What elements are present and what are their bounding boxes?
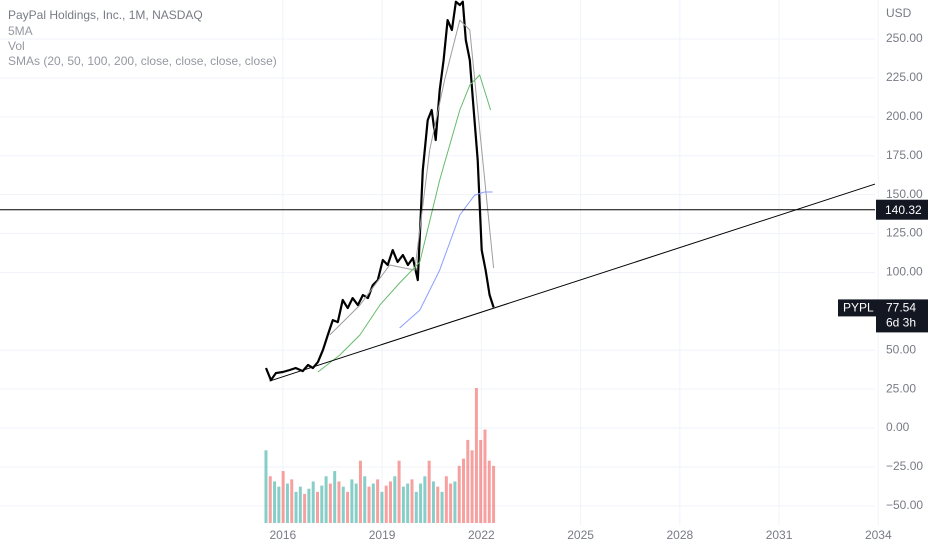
x-tick-label: 2019: [369, 528, 396, 542]
price-label-box: [876, 299, 928, 333]
legend-line: SMAs (20, 50, 100, 200, close, close, cl…: [8, 54, 277, 68]
volume-bar: [281, 471, 285, 523]
volume-bar: [268, 476, 272, 523]
y-tick-label: 150.00: [886, 187, 923, 201]
countdown-label: 6d 3h: [886, 316, 916, 330]
price-label-box: [876, 199, 928, 220]
volume-bar: [397, 460, 401, 523]
volume-bar: [264, 450, 268, 523]
volume-bar: [457, 465, 461, 523]
symbol-label-box: [838, 299, 876, 317]
y-tick-label: 50.00: [886, 342, 916, 356]
y-tick-label: 25.00: [886, 381, 916, 395]
volume-bar: [440, 491, 444, 523]
y-tick-label: 200.00: [886, 109, 923, 123]
volume-bar: [410, 479, 414, 523]
volume-bar: [492, 465, 496, 523]
volume-bar: [376, 479, 380, 523]
legend-line: Vol: [8, 39, 25, 53]
y-tick-label: 100.00: [886, 265, 923, 279]
volume-bar: [363, 476, 367, 523]
x-tick-label: 2031: [766, 528, 793, 542]
volume-bar: [419, 483, 423, 523]
last-price-label: 77.54: [886, 301, 916, 315]
ma-line: [317, 74, 492, 373]
y-tick-label: −25.00: [886, 459, 923, 473]
ma-line: [399, 191, 493, 329]
volume-bar: [358, 460, 362, 523]
volume-bar: [341, 486, 345, 523]
volume-bar: [303, 493, 307, 523]
volume-bar: [449, 483, 453, 523]
volume-bar: [393, 476, 397, 523]
volume-bar: [414, 491, 418, 523]
hline-label: 140.32: [885, 203, 922, 217]
volume-bar: [423, 476, 427, 523]
x-tick-label: 2016: [269, 528, 296, 542]
volume-bar: [298, 486, 302, 523]
volume-bar: [294, 491, 298, 523]
volume-bar: [346, 491, 350, 523]
symbol-label: PYPL: [843, 301, 874, 315]
volume-bar: [333, 471, 337, 523]
volume-bar: [354, 483, 358, 523]
y-tick-label: 175.00: [886, 148, 923, 162]
x-tick-label: 2034: [865, 528, 892, 542]
y-tick-label: 0.00: [886, 420, 910, 434]
x-tick-label: 2022: [468, 528, 495, 542]
ma-line: [329, 19, 495, 336]
volume-bar: [444, 476, 448, 523]
volume-bar: [462, 458, 466, 523]
volume-bar: [324, 476, 328, 523]
volume-bar: [285, 483, 289, 523]
volume-bar: [307, 488, 311, 523]
price-line: [264, 0, 495, 382]
y-tick-label: −50.00: [886, 498, 923, 512]
volume-bar: [277, 486, 281, 523]
volume-bar: [406, 483, 410, 523]
volume-bar: [367, 486, 371, 523]
volume-bar: [290, 479, 294, 523]
volume-bar: [474, 388, 478, 523]
y-tick-label: 225.00: [886, 70, 923, 84]
volume-bar: [273, 481, 277, 523]
volume-bar: [320, 485, 324, 523]
volume-bar: [350, 479, 354, 523]
volume-bar: [487, 460, 491, 523]
trend-line: [269, 183, 876, 382]
y-tick-label: 250.00: [886, 31, 923, 45]
volume-bar: [311, 481, 315, 523]
chart-title: PayPal Holdings, Inc., 1M, NASDAQ: [8, 8, 203, 22]
volume-bar: [401, 486, 405, 523]
volume-bar: [380, 491, 384, 523]
axis-unit: USD: [886, 6, 912, 20]
legend-line: 5MA: [8, 24, 33, 38]
volume-bar: [328, 483, 332, 523]
volume-bar: [453, 481, 457, 523]
volume-bar: [431, 481, 435, 523]
volume-bar: [371, 483, 375, 523]
x-tick-label: 2028: [666, 528, 693, 542]
volume-bar: [384, 485, 388, 523]
volume-bar: [466, 439, 470, 523]
volume-bar: [389, 481, 393, 523]
volume-bar: [316, 491, 320, 523]
volume-bar: [427, 460, 431, 523]
volume-bar: [483, 429, 487, 523]
y-tick-label: 125.00: [886, 226, 923, 240]
volume-bar: [436, 486, 440, 523]
x-tick-label: 2025: [567, 528, 594, 542]
volume-bar: [479, 439, 483, 523]
volume-bar: [470, 450, 474, 523]
volume-bar: [337, 481, 341, 523]
